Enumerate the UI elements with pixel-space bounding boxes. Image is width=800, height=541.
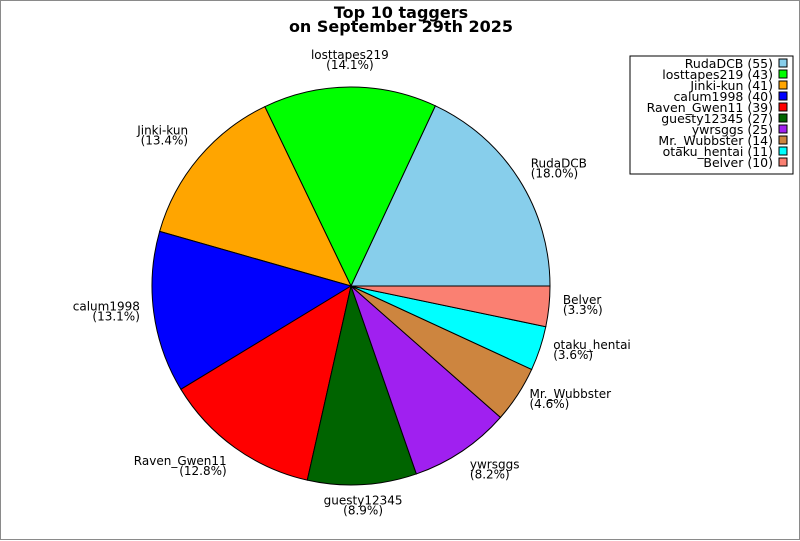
legend-swatch-losttapes219 (778, 69, 788, 79)
legend-label-jinki-kun: Jinki-kun (41) (689, 78, 773, 93)
slice-percent-mr-wubbster: (4.6%) (530, 397, 570, 411)
legend-label-ywrsggs: ywrsggs (25) (692, 122, 773, 137)
slice-percent-ywrsggs: (8.2%) (470, 468, 510, 482)
legend-box (629, 55, 794, 175)
pie-slice-calum1998 (151, 230, 353, 391)
slice-label-otaku-hentai: otaku_hentai (553, 338, 631, 352)
legend-label-raven-gwen11: Raven_Gwen11 (39) (647, 100, 773, 115)
slice-label-losttapes219: losttapes219 (311, 48, 389, 62)
slice-label-jinki-kun: Jinki-kun (136, 124, 188, 138)
legend-label-rudadcb: RudaDCB (55) (685, 56, 773, 71)
legend-swatch-rudadcb (778, 58, 788, 68)
slice-label-rudadcb: RudaDCB (531, 157, 587, 171)
pie-slice-ywrsggs (349, 284, 502, 475)
legend-label-calum1998: calum1998 (40) (673, 89, 773, 104)
slice-percent-jinki-kun: (13.4%) (141, 134, 188, 148)
slice-percent-losttapes219: (14.1%) (326, 58, 373, 72)
chart-title: Top 10 taggers (334, 3, 468, 22)
legend-swatch-otaku-hentai (778, 146, 788, 156)
slice-label-calum1998: calum1998 (73, 299, 140, 313)
chart-subtitle: on September 29th 2025 (289, 17, 513, 36)
legend-swatch-guesty12345 (778, 113, 788, 123)
pie-slice-guesty12345 (306, 284, 418, 486)
legend-swatch-ywrsggs (778, 124, 788, 134)
pie-slice-losttapes219 (264, 86, 437, 288)
slice-percent-guesty12345: (8.9%) (343, 504, 383, 518)
pie-slice-raven-gwen11 (180, 284, 352, 481)
slice-percent-otaku-hentai: (3.6%) (553, 348, 593, 362)
legend-swatch-raven-gwen11 (778, 102, 788, 112)
slice-label-belver: Belver (563, 293, 601, 307)
slice-label-ywrsggs: ywrsggs (470, 458, 520, 472)
legend-label-mr-wubbster: Mr._Wubbster (14) (658, 133, 773, 148)
slice-label-raven-gwen11: Raven_Gwen11 (134, 454, 227, 468)
pie-slice-belver (350, 285, 551, 328)
pie-slice-jinki-kun (159, 105, 352, 287)
legend-swatch-mr-wubbster (778, 135, 788, 145)
legend-swatch-belver (778, 157, 788, 167)
slice-percent-rudadcb: (18.0%) (531, 167, 578, 181)
pie-slice-rudadcb (350, 105, 551, 287)
slice-label-guesty12345: guesty12345 (324, 494, 403, 508)
slice-labels: RudaDCB(18.0%) losttapes219(14.1%) Jinki-k… (73, 48, 631, 518)
pie-slices (151, 86, 551, 486)
legend: RudaDCB (55)losttapes219 (43)Jinki-kun (… (629, 55, 794, 175)
legend-label-belver: Belver (10) (703, 155, 773, 170)
legend-label-guesty12345: guesty12345 (27) (661, 111, 773, 126)
legend-swatch-calum1998 (778, 91, 788, 101)
slice-percent-belver: (3.3%) (563, 303, 603, 317)
legend-label-otaku-hentai: otaku_hentai (11) (663, 144, 773, 159)
legend-label-losttapes219: losttapes219 (43) (662, 67, 773, 82)
legend-swatch-jinki-kun (778, 80, 788, 90)
slice-percent-raven-gwen11: (12.8%) (179, 464, 226, 478)
slice-percent-calum1998: (13.1%) (92, 309, 139, 323)
slice-label-mr-wubbster: Mr._Wubbster (530, 387, 612, 401)
